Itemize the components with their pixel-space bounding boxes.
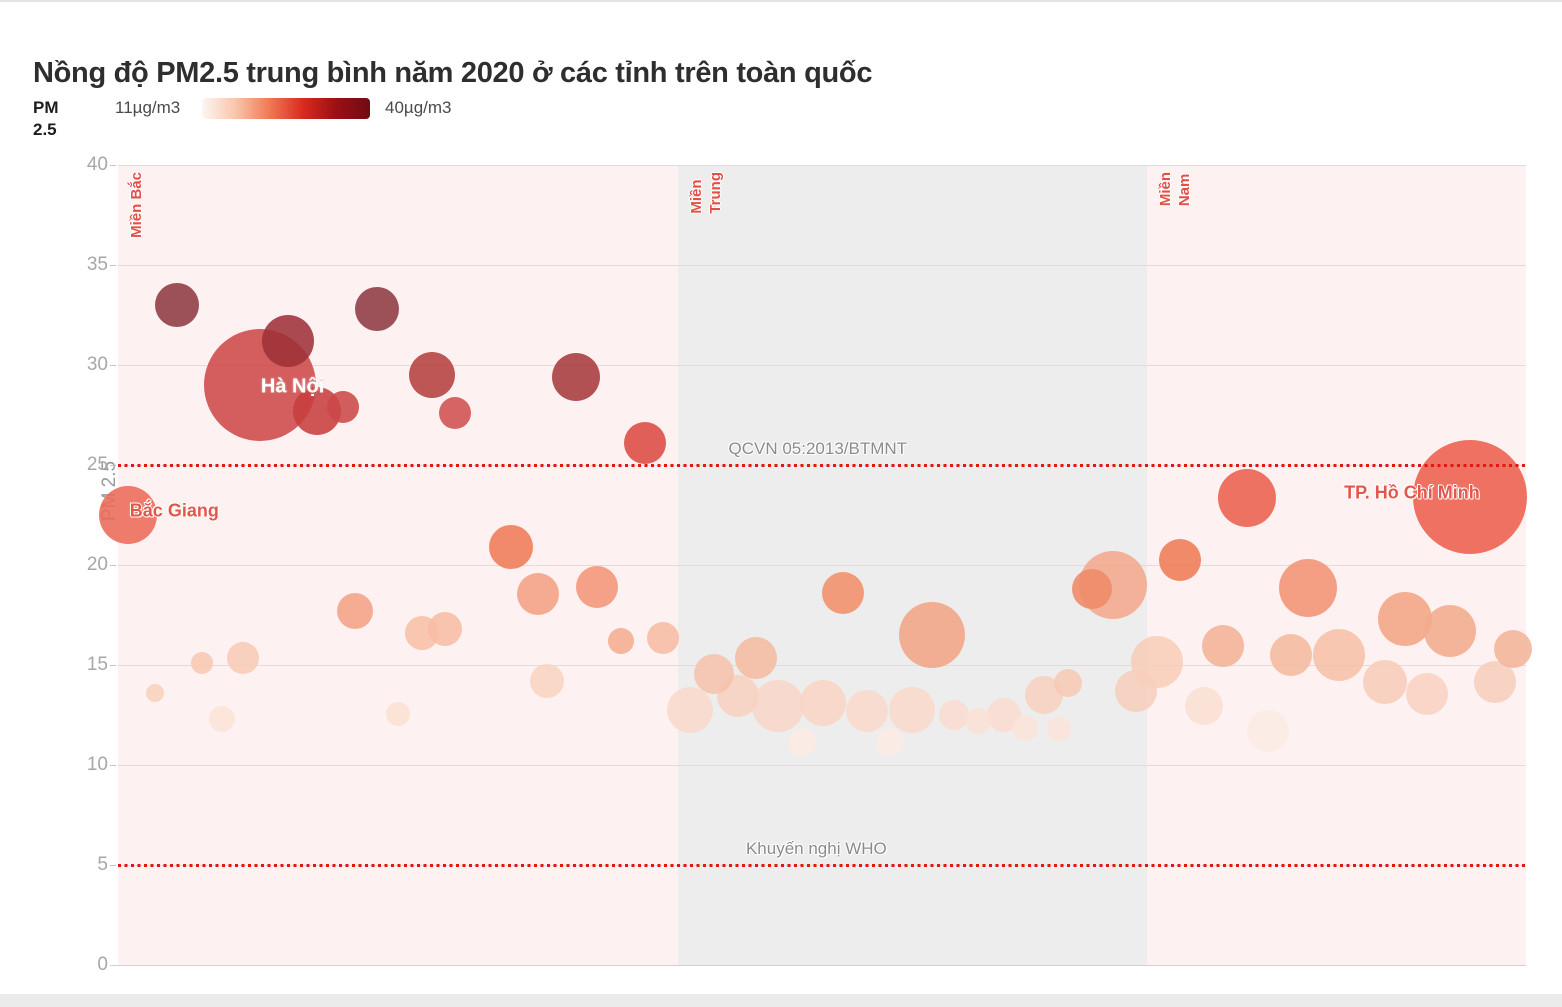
region-label-mien-trung: Miền Trung — [688, 172, 725, 214]
y-tick-mark-35 — [110, 265, 116, 266]
gridline-15 — [118, 665, 1526, 666]
reference-label-qcvn-05-2013-btmnt: QCVN 05:2013/BTMNT — [728, 439, 908, 458]
y-tick-mark-40 — [110, 165, 116, 166]
bubble-province[interactable] — [386, 702, 411, 726]
bubble-province[interactable] — [1406, 673, 1449, 715]
bubble-province[interactable] — [438, 397, 471, 429]
bubble-province[interactable] — [822, 572, 865, 614]
point-label-ha-noi: Hà Nội — [260, 375, 325, 398]
bubble-province[interactable] — [327, 391, 360, 423]
y-tick-label-10: 10 — [86, 754, 108, 775]
region-label-mien-bac: Miền Bắc — [128, 172, 145, 238]
bubble-province[interactable] — [965, 708, 992, 734]
page-title: Nồng độ PM2.5 trung bình năm 2020 ở các … — [33, 57, 873, 90]
y-tick-label-0: 0 — [97, 954, 108, 975]
y-tick-mark-25 — [110, 465, 116, 466]
bubble-province[interactable] — [551, 353, 600, 401]
bubble-province[interactable] — [752, 680, 805, 732]
bubble-province[interactable] — [1158, 539, 1201, 581]
bubble-province[interactable] — [898, 602, 965, 668]
bubble-province[interactable] — [693, 654, 734, 694]
y-tick-label-15: 15 — [86, 654, 108, 675]
legend-max-value: 40µg/m3 — [385, 98, 452, 117]
gridline-40 — [118, 165, 1526, 166]
reference-line-khuyen-nghi-who — [118, 864, 1526, 867]
reference-label-khuyen-nghi-who: Khuyến nghị WHO — [745, 839, 887, 858]
reference-line-qcvn-05-2013-btmnt — [118, 464, 1526, 467]
bubble-province[interactable] — [145, 684, 164, 702]
bubble-province[interactable] — [1247, 710, 1290, 752]
page-top-border — [0, 0, 1562, 2]
point-label-bac-giang: Bắc Giang — [129, 500, 219, 521]
bubble-province[interactable] — [1218, 469, 1277, 527]
gridline-0 — [110, 965, 1526, 966]
y-tick-label-20: 20 — [86, 554, 108, 575]
bubble-province[interactable] — [1011, 715, 1038, 741]
bubble-province[interactable] — [575, 566, 618, 608]
bubble-bac-giang[interactable] — [98, 486, 157, 544]
y-tick-label-5: 5 — [97, 854, 108, 875]
legend-min-value: 11µg/m3 — [115, 98, 181, 117]
region-label-mien-nam: Miền Nam — [1157, 172, 1194, 207]
gridline-20 — [118, 565, 1526, 566]
bubble-province[interactable] — [1184, 687, 1223, 725]
bubble-province[interactable] — [336, 593, 373, 629]
bubble-province[interactable] — [530, 664, 565, 698]
bubble-province[interactable] — [939, 700, 970, 730]
legend-title: PM 2.5 — [33, 98, 59, 139]
y-tick-label-25: 25 — [86, 454, 108, 475]
gridline-30 — [118, 365, 1526, 366]
bubble-province[interactable] — [1046, 717, 1071, 741]
bubble-province[interactable] — [155, 283, 200, 327]
bubble-province[interactable] — [623, 422, 666, 464]
bubble-province[interactable] — [1072, 569, 1113, 609]
bubble-province[interactable] — [1114, 670, 1157, 712]
bubble-province[interactable] — [1202, 625, 1245, 667]
y-tick-mark-15 — [110, 665, 116, 666]
bubble-province[interactable] — [1494, 630, 1533, 668]
y-tick-mark-20 — [110, 565, 116, 566]
bubble-province[interactable] — [1474, 661, 1517, 703]
bubble-province[interactable] — [408, 352, 455, 398]
bubble-province[interactable] — [227, 642, 260, 674]
y-tick-mark-10 — [110, 765, 116, 766]
bubble-province[interactable] — [191, 652, 214, 674]
gridline-35 — [118, 265, 1526, 266]
y-tick-mark-30 — [110, 365, 116, 366]
bubble-province[interactable] — [262, 315, 315, 367]
bubble-province[interactable] — [355, 287, 400, 331]
bubble-province[interactable] — [209, 706, 236, 732]
bubble-province[interactable] — [1054, 669, 1083, 697]
plot-area: Miền Bắc Miền Trung Miền Nam QCVN 05:2013/B… — [98, 165, 1533, 966]
bubble-province[interactable] — [1363, 660, 1408, 704]
bubble-province[interactable] — [800, 680, 847, 726]
bubble-province[interactable] — [846, 690, 889, 732]
y-tick-label-40: 40 — [86, 154, 108, 175]
y-tick-mark-5 — [110, 865, 116, 866]
bubble-province[interactable] — [1312, 629, 1365, 681]
bubble-tp-ho-chi-minh[interactable] — [1412, 440, 1527, 554]
point-label-tp-ho-chi-minh: TP. Hồ Chí Minh — [1344, 482, 1480, 503]
page-bottom-bar — [0, 994, 1562, 1007]
bubble-province[interactable] — [666, 687, 713, 733]
bubble-province[interactable] — [1377, 592, 1432, 646]
bubble-province[interactable] — [788, 728, 817, 756]
bubble-province[interactable] — [889, 687, 936, 733]
bubble-province[interactable] — [488, 525, 533, 569]
bubble-province[interactable] — [607, 628, 634, 654]
bubble-province[interactable] — [1423, 605, 1476, 657]
y-tick-label-35: 35 — [86, 254, 108, 275]
bubble-province[interactable] — [875, 728, 904, 756]
bubble-province[interactable] — [516, 573, 559, 615]
y-tick-label-30: 30 — [86, 354, 108, 375]
bubble-province[interactable] — [646, 622, 679, 654]
bubble-province[interactable] — [427, 612, 462, 646]
bubble-province[interactable] — [734, 637, 777, 679]
bubble-province[interactable] — [1269, 634, 1312, 676]
bubble-province[interactable] — [1278, 559, 1337, 617]
gridline-10 — [118, 765, 1526, 766]
color-gradient-bar — [202, 98, 370, 119]
